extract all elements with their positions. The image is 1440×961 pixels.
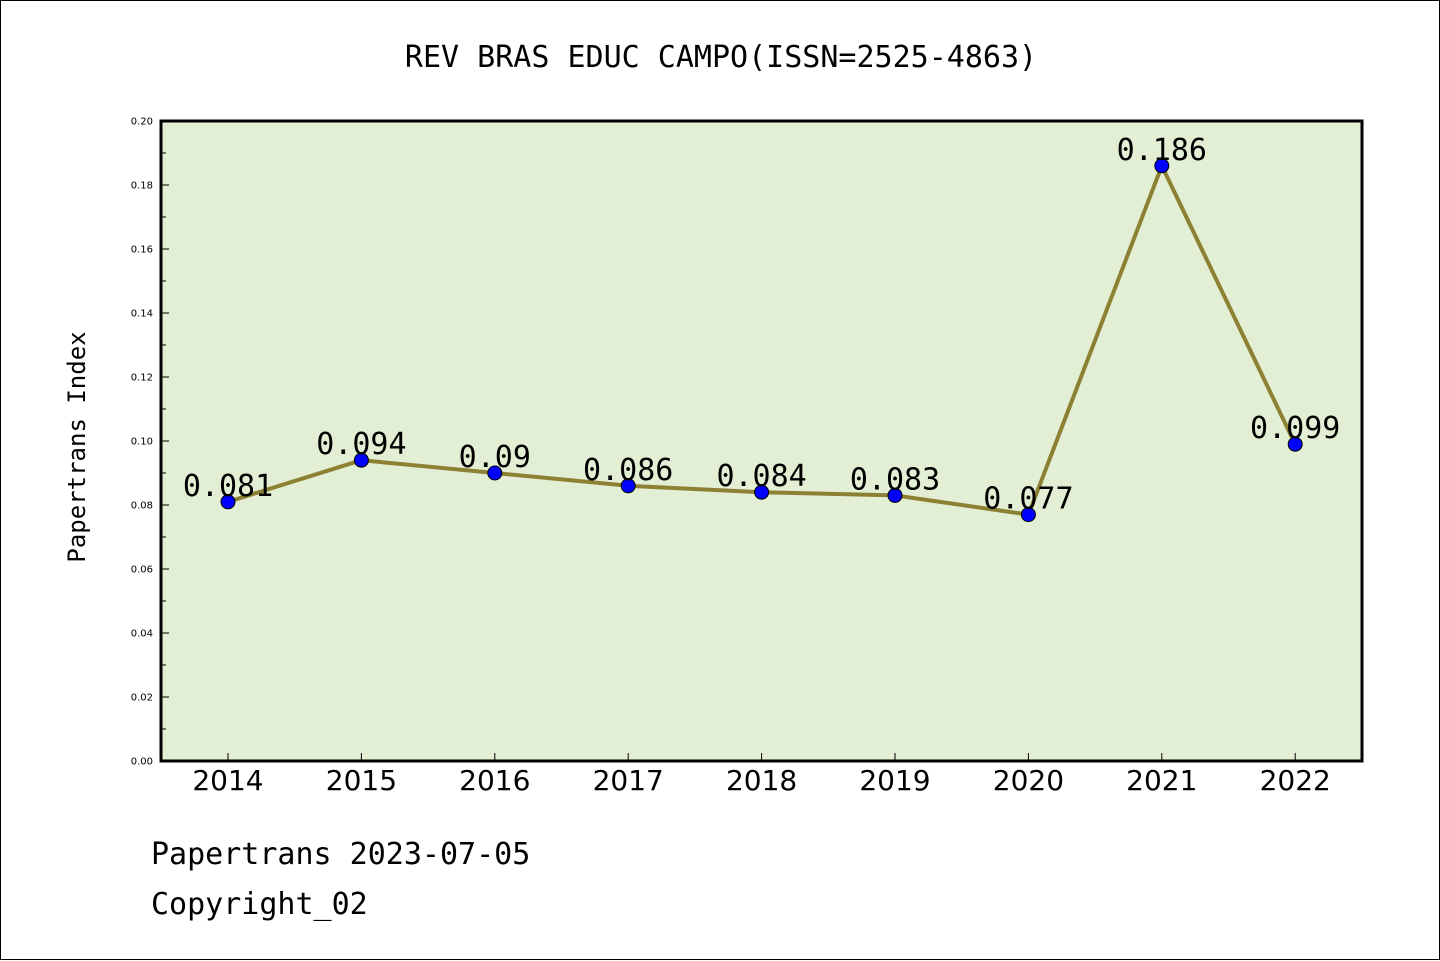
chart-title: REV BRAS EDUC CAMPO(ISSN=2525-4863)	[405, 40, 1037, 75]
y-tick-label: 0.20	[131, 117, 153, 128]
y-axis-ticks: 0.00 0.02 0.04 0.06 0.08 0.10 0.12 0.14 0.16 0.18…	[131, 117, 169, 768]
data-point-marker	[754, 484, 770, 500]
data-label: 0.081	[183, 469, 273, 504]
footer-copyright: Copyright_02	[151, 887, 368, 922]
data-label: 0.099	[1250, 411, 1340, 446]
data-point-marker	[1020, 507, 1036, 523]
x-tick-label: 2018	[726, 764, 797, 797]
data-label: 0.094	[316, 427, 406, 462]
y-tick-label: 0.14	[131, 309, 153, 320]
data-label: 0.077	[983, 482, 1073, 517]
x-tick-label: 2021	[1126, 764, 1197, 797]
y-tick-label: 0.08	[131, 501, 153, 512]
data-labels: 0.081 0.094 0.09 0.086 0.084 0.083 0.077 0.186 0…	[183, 133, 1341, 517]
x-tick-label: 2016	[459, 764, 530, 797]
data-label: 0.083	[850, 462, 940, 497]
y-tick-label: 0.12	[131, 373, 153, 384]
data-point-marker	[1154, 158, 1170, 174]
data-point-marker	[887, 487, 903, 503]
y-tick-label: 0.10	[131, 437, 153, 448]
y-tick-label: 0.04	[131, 629, 153, 640]
x-tick-label: 2020	[993, 764, 1064, 797]
x-axis-ticks: 2014 2015 2016 2017 2018 2019 2020 2021 2022	[192, 753, 1331, 797]
x-tick-label: 2019	[859, 764, 930, 797]
data-point-marker	[220, 494, 236, 510]
data-label: 0.086	[583, 453, 673, 488]
data-point-marker	[487, 465, 503, 481]
data-label: 0.084	[716, 459, 806, 494]
x-tick-label: 2022	[1260, 764, 1331, 797]
data-label: 0.09	[459, 440, 531, 475]
x-tick-label: 2015	[326, 764, 397, 797]
data-point-marker	[620, 478, 636, 494]
y-tick-label: 0.02	[131, 693, 153, 704]
y-axis-label: Papertrans Index	[63, 331, 91, 562]
x-tick-label: 2014	[192, 764, 263, 797]
y-tick-label: 0.00	[131, 757, 153, 768]
plot-area	[159, 119, 1364, 763]
y-tick-label: 0.18	[131, 181, 153, 192]
footer-date: Papertrans 2023-07-05	[151, 837, 531, 872]
data-point-marker	[1287, 436, 1303, 452]
y-tick-label: 0.16	[131, 245, 153, 256]
data-point-marker	[353, 452, 369, 468]
x-tick-label: 2017	[593, 764, 664, 797]
data-label: 0.186	[1117, 133, 1207, 168]
y-tick-label: 0.06	[131, 565, 153, 576]
series-markers	[220, 158, 1303, 523]
